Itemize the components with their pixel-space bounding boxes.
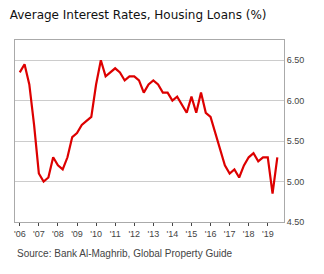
svg-text:'10: '10 <box>90 229 102 239</box>
svg-text:4.50: 4.50 <box>287 217 305 227</box>
svg-text:'14: '14 <box>167 229 179 239</box>
svg-text:'06: '06 <box>14 229 26 239</box>
svg-text:'15: '15 <box>186 229 198 239</box>
svg-text:Average Interest Rates, Housin: Average Interest Rates, Housing Loans (%… <box>10 8 267 22</box>
svg-text:6.50: 6.50 <box>287 55 305 65</box>
svg-text:'07: '07 <box>33 229 45 239</box>
svg-text:5.50: 5.50 <box>287 136 305 146</box>
svg-text:'08: '08 <box>52 229 64 239</box>
svg-text:6.00: 6.00 <box>287 96 305 106</box>
svg-text:'16: '16 <box>205 229 217 239</box>
svg-text:'11: '11 <box>110 229 121 239</box>
svg-text:'09: '09 <box>71 229 83 239</box>
svg-text:5.00: 5.00 <box>287 177 305 187</box>
svg-text:'12: '12 <box>128 229 140 239</box>
svg-text:Source: Bank Al-Maghrib, Globa: Source: Bank Al-Maghrib, Global Property… <box>17 248 233 259</box>
svg-text:'17: '17 <box>224 229 236 239</box>
svg-text:'19: '19 <box>262 229 274 239</box>
svg-text:'13: '13 <box>147 229 159 239</box>
svg-text:'18: '18 <box>243 229 255 239</box>
